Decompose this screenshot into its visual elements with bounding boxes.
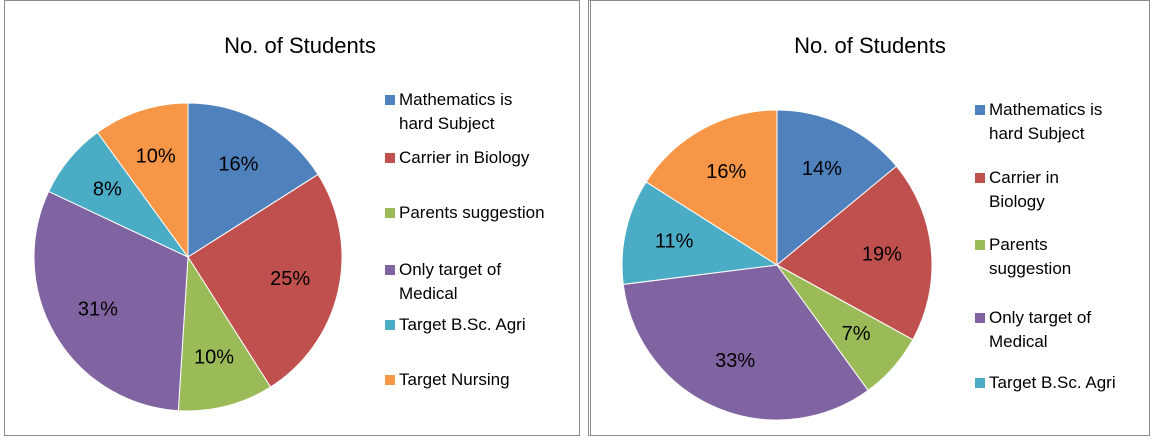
data-label: 16% — [218, 154, 258, 176]
legend-entry: Mathematics is hard Subject — [975, 98, 1119, 146]
legend-swatch — [385, 153, 395, 163]
legend-entry: Only target of Medical — [385, 258, 549, 306]
data-label: 16% — [706, 161, 746, 183]
legend-entry: Only target of Medical — [975, 306, 1119, 354]
data-label: 33% — [715, 350, 755, 372]
legend-text: Mathematics is hard Subject — [989, 100, 1103, 143]
chart-panel — [588, 0, 1150, 436]
legend-text: Carrier in Biology — [399, 148, 530, 167]
pie-slice — [187, 173, 343, 388]
legend-swatch — [975, 313, 985, 323]
chart-title: No. of Students — [224, 33, 376, 59]
legend-entry: Parents suggestion — [975, 233, 1119, 281]
chart-panel — [4, 0, 580, 436]
legend-swatch — [975, 378, 985, 388]
legend-entry: Target Nursing — [385, 368, 549, 392]
legend-swatch — [385, 208, 395, 218]
legend-text: Mathematics is hard Subject — [399, 90, 513, 133]
data-label: 7% — [842, 323, 871, 345]
legend-text: Only target of Medical — [399, 260, 502, 303]
legend-text: Parents suggestion — [989, 235, 1072, 278]
data-label: 14% — [802, 158, 842, 180]
legend-entry: Mathematics is hard Subject — [385, 88, 549, 136]
pie-slice — [187, 102, 319, 258]
data-label: 10% — [194, 347, 234, 369]
pie-slice — [776, 165, 933, 341]
pie-slice — [645, 109, 778, 266]
data-label: 25% — [270, 268, 310, 290]
pie-slice — [621, 181, 779, 285]
legend-swatch — [385, 375, 395, 385]
legend-entry: Parents suggestion — [385, 201, 549, 225]
chart-title: No. of Students — [794, 33, 946, 59]
data-label: 31% — [78, 299, 118, 321]
legend-text: Target B.Sc. Agri — [989, 373, 1116, 392]
legend-entry: Target B.Sc. Agri — [975, 371, 1119, 395]
data-label: 8% — [93, 179, 122, 201]
legend-text: No. of Students — [224, 33, 376, 58]
data-label: 11% — [655, 230, 694, 252]
legend-swatch — [385, 265, 395, 275]
legend-entry: Carrier in Biology — [385, 146, 549, 170]
legend-text: No. of Students — [794, 33, 946, 58]
legend-swatch — [975, 105, 985, 115]
legend-text: Parents suggestion — [399, 203, 545, 222]
pie-slice — [33, 190, 189, 412]
legend-swatch — [385, 320, 395, 330]
legend-swatch — [385, 95, 395, 105]
legend-text: Target Nursing — [399, 370, 510, 389]
pie-slice — [622, 264, 869, 421]
legend-text: Carrier in Biology — [989, 168, 1059, 211]
legend-text: Only target of Medical — [989, 308, 1092, 351]
pie-slice — [776, 109, 898, 267]
pie-slice — [177, 255, 272, 412]
legend-swatch — [975, 173, 985, 183]
legend-text: Target B.Sc. Agri — [399, 315, 526, 334]
data-label: 10% — [136, 146, 176, 168]
legend-entry: Carrier in Biology — [975, 166, 1119, 214]
data-label: 19% — [862, 243, 902, 265]
legend-swatch — [975, 240, 985, 250]
legend-entry: Target B.Sc. Agri — [385, 313, 549, 337]
pie-slice — [96, 102, 189, 259]
